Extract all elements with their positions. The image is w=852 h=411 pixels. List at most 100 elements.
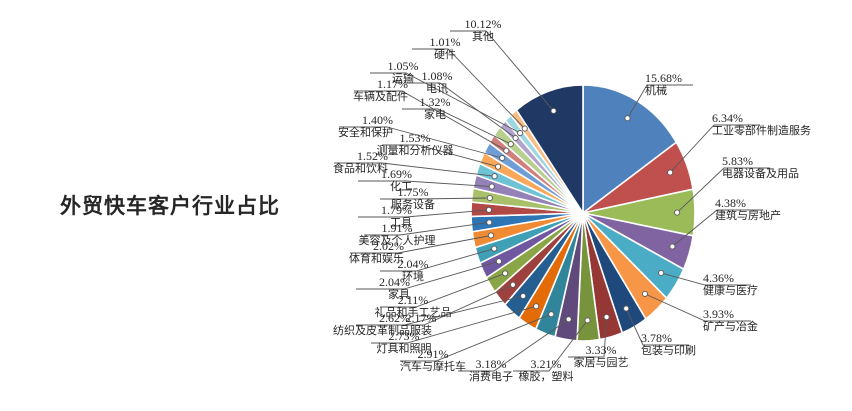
slice-category: 其他 xyxy=(472,31,494,44)
slice-category: 电讯 xyxy=(426,83,448,96)
slice-category: 美容及个人护理 xyxy=(358,235,436,248)
slice-percent: 1.52% xyxy=(357,149,388,163)
leader-dot xyxy=(485,206,493,213)
leader-line xyxy=(404,82,516,139)
leader-dot xyxy=(495,258,503,265)
slice-percent: 3.33% xyxy=(585,343,617,357)
leader-dot xyxy=(624,115,631,122)
leader-line xyxy=(513,320,588,372)
leader-line xyxy=(380,248,495,272)
slice-percent: 1.53% xyxy=(399,131,431,145)
slice-category: 体育和娱乐 xyxy=(349,253,404,266)
slice-category: 汽车与摩托车 xyxy=(400,361,466,374)
leader-line xyxy=(627,84,693,119)
leader-dot xyxy=(486,194,493,201)
slice-percent: 2.73% xyxy=(388,329,420,343)
leader-dot xyxy=(491,173,498,180)
pie-slice-label: 6.34% 工业零部件制造服务 xyxy=(712,111,811,138)
leader-line xyxy=(334,162,495,177)
leader-dot xyxy=(669,243,676,250)
pie-slice-label: 3.78% 包装与印刷 xyxy=(641,331,696,358)
pie-slice[interactable] xyxy=(582,84,678,215)
leader-dot xyxy=(533,303,540,310)
slice-category: 测量和分析仪器 xyxy=(376,145,454,158)
slice-percent: 1.01% xyxy=(429,35,461,49)
leader-dot xyxy=(521,125,528,132)
pie-slice-label: 1.17% 车辆及配件 xyxy=(290,77,408,104)
pie-slice-label: 1.79% 工具 xyxy=(294,203,412,230)
slice-category: 车辆及配件 xyxy=(353,91,408,104)
slice-category: 家居与园艺 xyxy=(573,357,629,370)
slice-category: 化工 xyxy=(390,181,412,194)
slice-percent: 2.62% xyxy=(379,311,410,325)
pie-slice-label: 2.04% 家具 xyxy=(292,275,410,302)
slice-category: 家具 xyxy=(388,289,410,302)
slice-percent: 2.11% xyxy=(397,293,429,307)
leader-line xyxy=(370,72,521,134)
leader-line xyxy=(380,272,506,308)
leader-line xyxy=(458,318,569,372)
leader-dots-group xyxy=(485,107,681,324)
slice-category: 包装与印刷 xyxy=(641,345,696,358)
pie-slice-label: 10.12% 其他 xyxy=(428,17,538,44)
pie-slice-label: 1.75% 服务设备 xyxy=(358,185,468,212)
slice-category: 食品和饮料 xyxy=(333,163,388,176)
leader-dot xyxy=(603,314,610,321)
slice-category: 健康与医疗 xyxy=(703,285,758,298)
leader-lines-group xyxy=(334,30,770,372)
pie-slice-label: 2.91% 汽车与摩托车 xyxy=(378,347,488,374)
leader-line xyxy=(669,124,760,173)
slice-category: 建筑与房地产 xyxy=(715,210,781,223)
leader-dot xyxy=(584,317,591,324)
leader-dot xyxy=(507,140,514,148)
leader-dot xyxy=(674,209,681,216)
slice-category: 服务设备 xyxy=(391,199,435,212)
slice-category: 家电 xyxy=(424,109,446,122)
leader-line xyxy=(660,272,751,286)
slice-category: 灯具和照明 xyxy=(376,343,432,356)
leader-line xyxy=(388,284,514,326)
leader-line xyxy=(358,180,492,188)
pie-slice[interactable] xyxy=(515,84,584,216)
leader-line xyxy=(625,308,689,346)
slice-percent: 1.40% xyxy=(362,113,393,127)
leader-dot xyxy=(520,292,527,300)
slice-percent: 2.04% xyxy=(379,275,410,289)
slice-category: 工业零部件制造服务 xyxy=(712,125,811,138)
leader-dot xyxy=(512,134,519,142)
slice-category: 工具 xyxy=(390,217,412,230)
slice-percent: 5.83% xyxy=(722,154,753,168)
leader-dot xyxy=(550,107,557,114)
slice-category: 橡胶，塑料 xyxy=(518,371,574,384)
slice-category: 礼品和手工艺品 xyxy=(374,307,452,320)
slice-percent: 3.21% xyxy=(530,357,562,371)
slice-percent: 2.02% xyxy=(373,239,404,253)
slice-percent: 1.05% xyxy=(387,59,419,73)
leader-dot xyxy=(565,316,572,323)
slice-percent: 1.08% xyxy=(421,69,453,83)
leader-line xyxy=(412,48,526,129)
slice-category: 环境 xyxy=(402,271,424,284)
pie-slice-label: 1.08% 电讯 xyxy=(382,69,492,96)
leader-line xyxy=(371,305,537,344)
slice-percent: 2.91% xyxy=(417,347,449,361)
leader-dot xyxy=(517,129,524,137)
slice-percent: 10.12% xyxy=(464,17,502,31)
slice-percent: 2.17% xyxy=(405,311,437,325)
slice-percent: 1.32% xyxy=(419,95,451,109)
slice-category: 电器设备及用品 xyxy=(722,168,799,181)
slice-category: 服装 xyxy=(410,325,432,338)
pie-slices-group[interactable] xyxy=(470,84,696,342)
slice-category: 矿产与冶金 xyxy=(703,321,758,334)
leader-dot xyxy=(509,281,517,288)
pie-slice-label: 4.38% 建筑与房地产 xyxy=(715,196,781,223)
pie-slice-label: 5.83% 电器设备及用品 xyxy=(722,154,799,181)
pie-slice-label: 2.62% 纺织及皮革制品 xyxy=(292,311,410,338)
leader-dot xyxy=(548,311,555,318)
pie-slice-label: 1.40% 安全和保护 xyxy=(275,113,393,140)
leader-dot xyxy=(658,269,665,276)
pie-slice-label: 2.17% 服装 xyxy=(366,311,476,338)
leader-dot xyxy=(641,290,649,297)
slice-percent: 4.38% xyxy=(715,196,746,210)
